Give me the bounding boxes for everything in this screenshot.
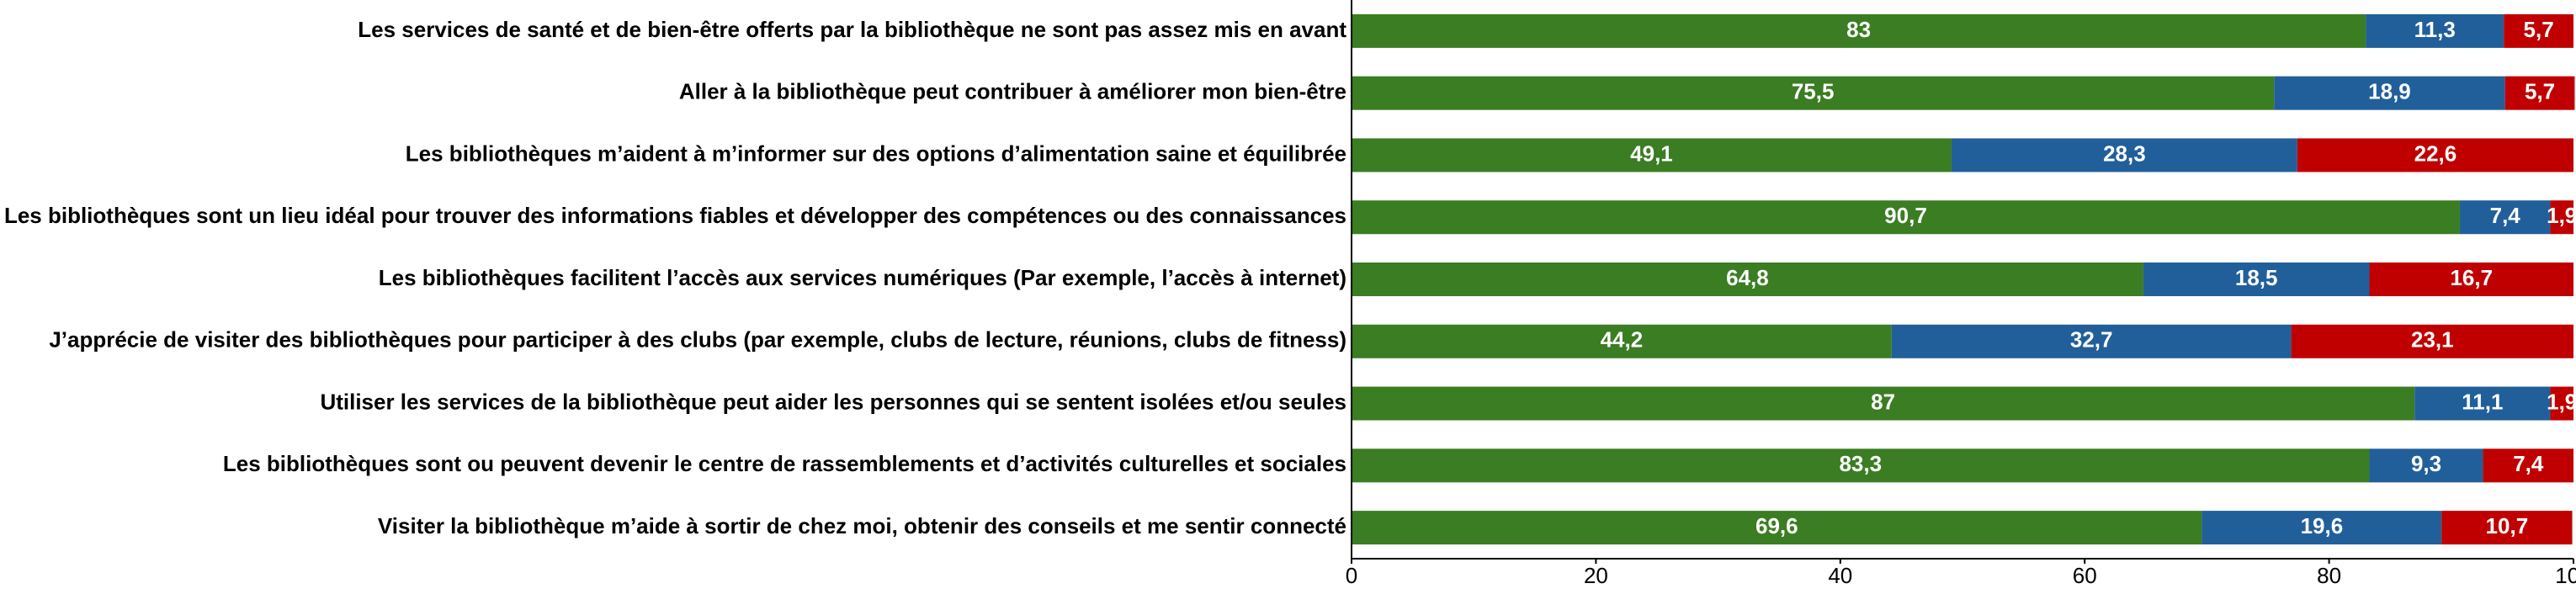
value-label: 83 <box>1846 17 1871 42</box>
category-label: Utiliser les services de la bibliothèque… <box>320 389 1346 414</box>
category-label: Les bibliothèques facilitent l’accès aux… <box>379 265 1346 290</box>
bar-segment <box>1951 138 2297 172</box>
bar-segment <box>1352 138 1952 172</box>
value-label: 75,5 <box>1792 79 1835 104</box>
value-label: 64,8 <box>1726 265 1769 290</box>
value-label: 19,6 <box>2301 513 2344 538</box>
category-label: Les bibliothèques m’aident à m’informer … <box>406 141 1346 166</box>
value-label: 23,1 <box>2411 327 2454 353</box>
value-label: 69,6 <box>1755 513 1798 538</box>
bar-segment <box>2504 13 2573 48</box>
x-tick-label: 40 <box>1828 563 1852 588</box>
bar-segment <box>2414 386 2551 421</box>
bar-segment <box>2459 200 2551 235</box>
category-label: Visiter la bibliothèque m’aide à sortir … <box>378 513 1346 538</box>
category-label: Les bibliothèques sont un lieu idéal pou… <box>4 203 1346 228</box>
bar-segment <box>2369 263 2573 296</box>
x-tick-label: 0 <box>1346 563 1357 588</box>
value-label: 10,7 <box>2486 513 2529 538</box>
value-label: 87 <box>1871 389 1895 414</box>
value-label: 1,9 <box>2547 389 2576 414</box>
bar-segment <box>2274 76 2505 110</box>
bar-segment <box>2369 448 2483 483</box>
x-tick-label: 60 <box>2073 563 2097 588</box>
value-label: 7,4 <box>2490 203 2521 228</box>
value-label: 5,7 <box>2524 17 2554 42</box>
bar-segment <box>1352 263 2143 296</box>
category-label: Les bibliothèques sont ou peuvent deveni… <box>223 451 1346 476</box>
bar-segment <box>1352 13 2366 48</box>
bar-segment <box>2441 511 2573 545</box>
value-label: 18,5 <box>2235 265 2278 290</box>
bar-segment <box>1352 386 2415 421</box>
bar-segment <box>1352 324 1892 358</box>
bar-segment <box>1352 448 2370 483</box>
value-label: 90,7 <box>1884 203 1927 228</box>
value-label: 28,3 <box>2103 141 2146 166</box>
bar-segment <box>2291 324 2573 358</box>
category-label: Aller à la bibliothèque peut contribuer … <box>679 79 1346 104</box>
bar-segment <box>2504 76 2575 110</box>
value-label: 11,3 <box>2414 17 2456 42</box>
category-label: Les services de santé et de bien-être of… <box>358 17 1346 42</box>
bar-segment <box>2550 200 2573 235</box>
value-label: 7,4 <box>2513 451 2544 476</box>
bar-segment <box>1352 511 2202 545</box>
value-label: 11,1 <box>2462 389 2503 414</box>
bar-segment <box>2202 511 2442 545</box>
bar-segment <box>1352 200 2460 235</box>
bar-segment <box>2143 263 2370 296</box>
bar-segment <box>2483 448 2573 483</box>
bar-segment <box>1891 324 2292 358</box>
x-tick-label: 100 <box>2555 563 2576 588</box>
value-label: 22,6 <box>2414 141 2457 166</box>
value-label: 44,2 <box>1601 327 1644 353</box>
bar-segment <box>2550 386 2573 421</box>
bar-segment <box>1352 76 2275 110</box>
value-label: 18,9 <box>2368 79 2411 104</box>
value-label: 16,7 <box>2450 265 2493 290</box>
bar-segment <box>2366 13 2504 48</box>
value-label: 49,1 <box>1630 141 1673 166</box>
value-label: 83,3 <box>1839 451 1882 476</box>
x-tick-label: 20 <box>1584 563 1608 588</box>
value-label: 1,9 <box>2547 203 2576 228</box>
x-tick-label: 80 <box>2317 563 2341 588</box>
value-label: 32,7 <box>2070 327 2113 353</box>
category-label: J’apprécie de visiter des bibliothèques … <box>49 327 1346 353</box>
value-label: 5,7 <box>2525 79 2555 104</box>
bar-segment <box>2297 138 2573 172</box>
value-label: 9,3 <box>2411 451 2441 476</box>
